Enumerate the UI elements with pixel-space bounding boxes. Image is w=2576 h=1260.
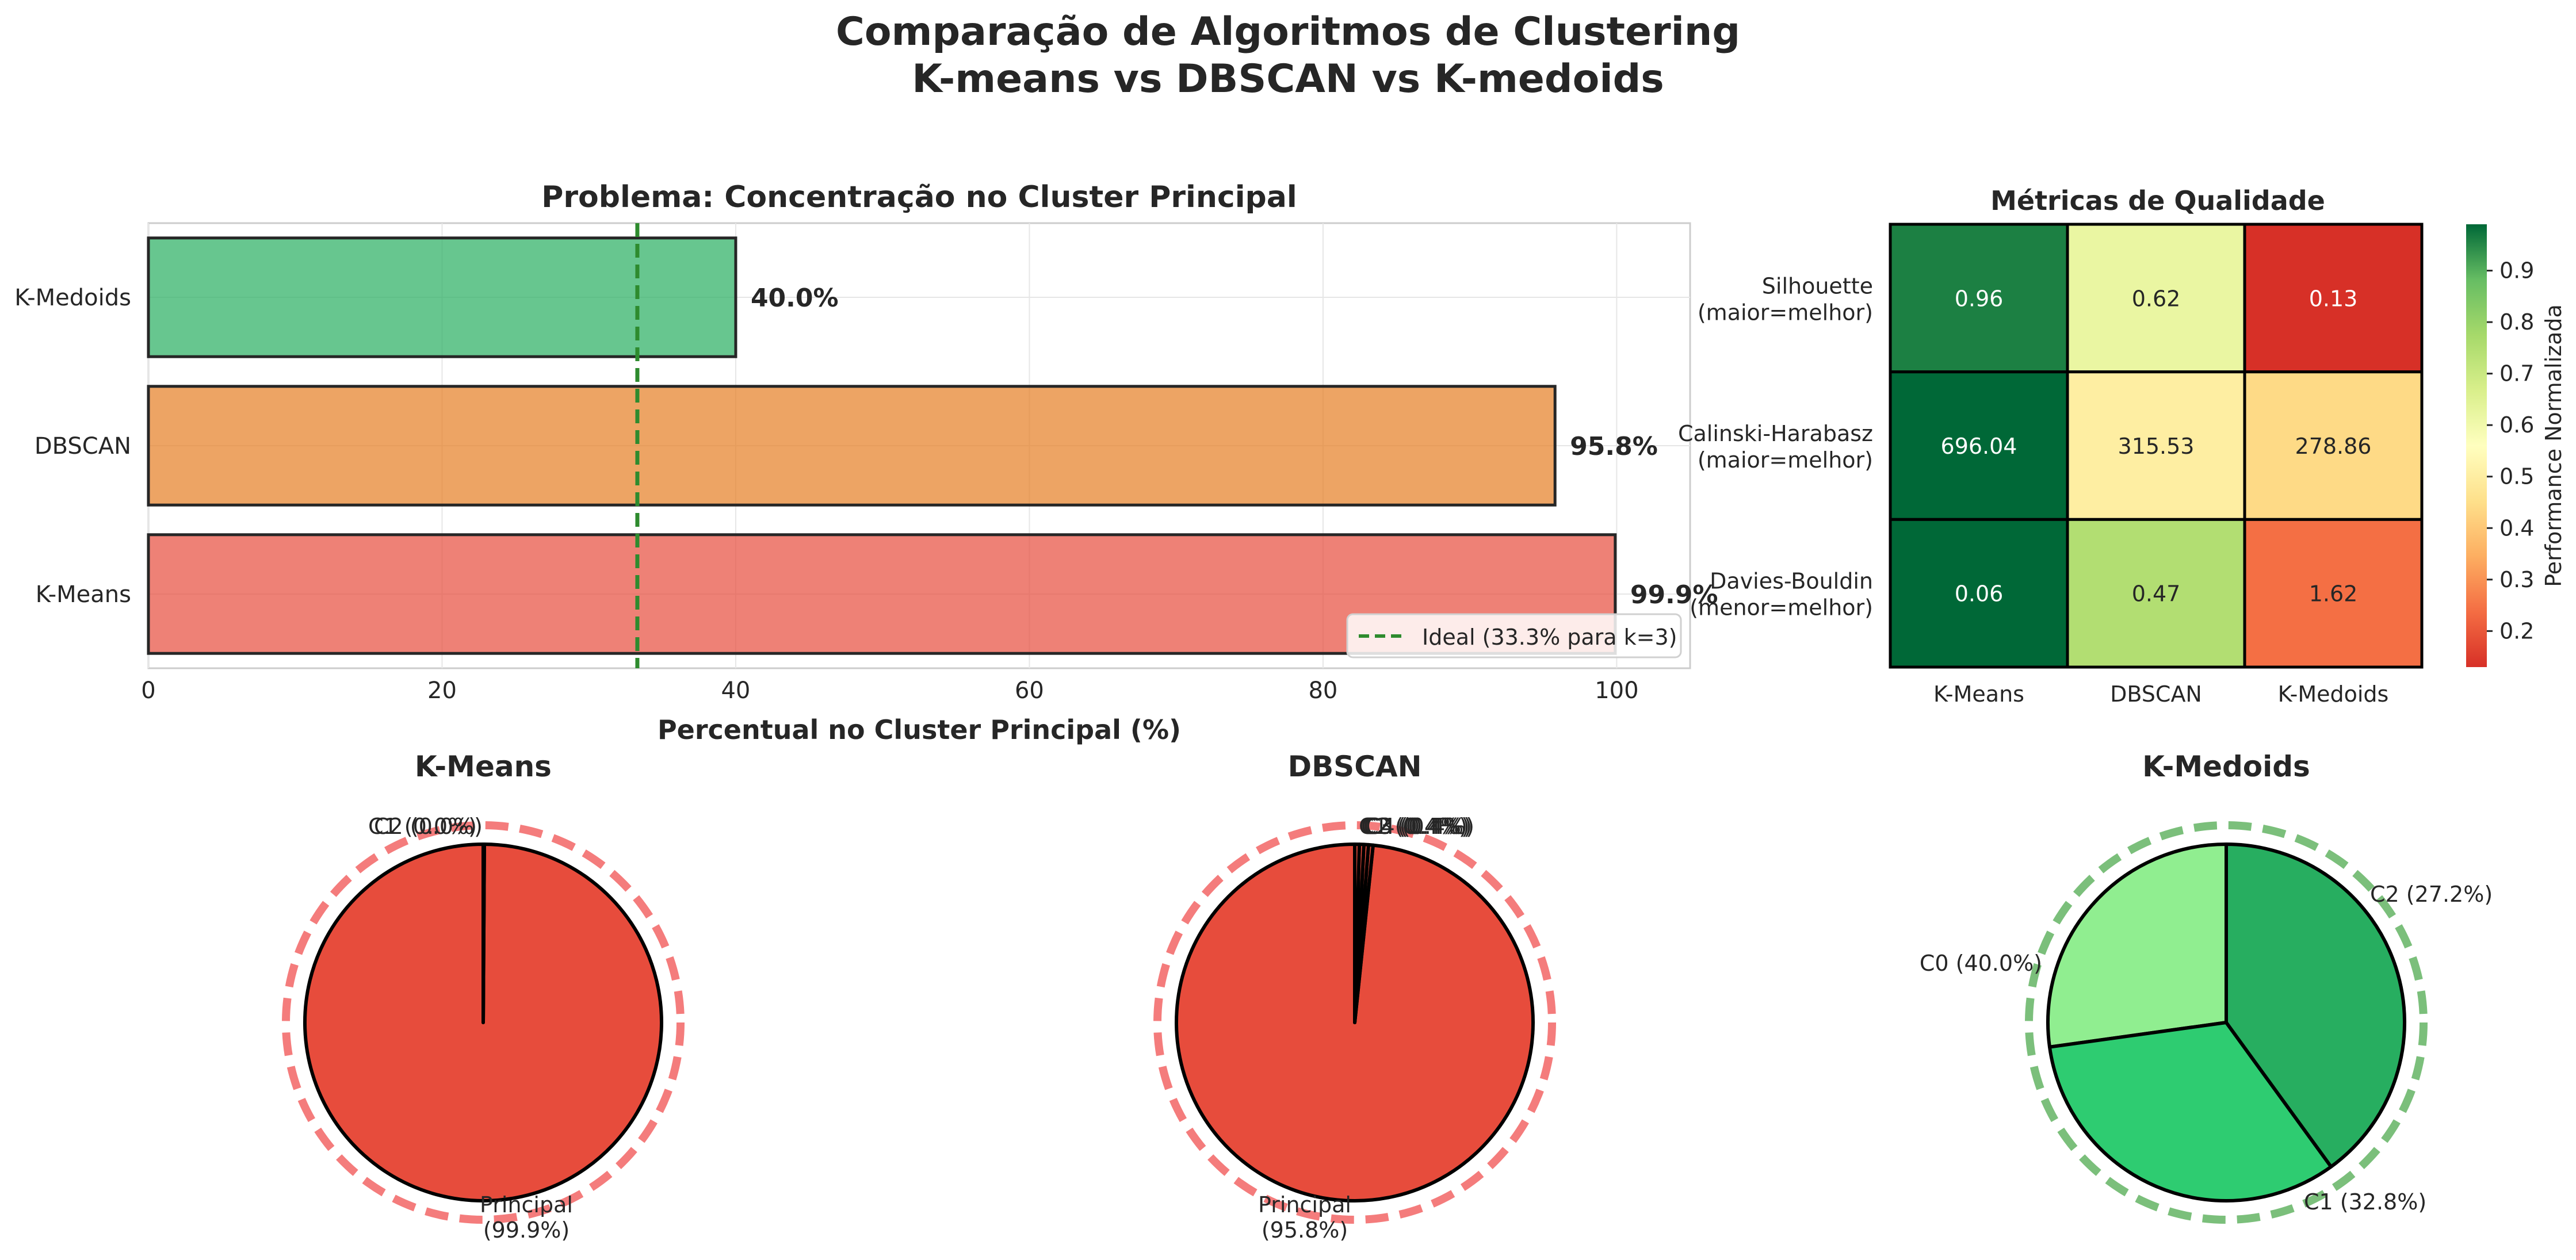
legend-box xyxy=(1346,613,1682,658)
bar-chart-panel: 99.9% 95.8% 40.0% 0 20 40 60 80 100 K-Means DBSCA… xyxy=(14,180,1718,745)
heatmap-cell-value: 0.96 xyxy=(1955,286,2004,311)
heatmap-cell xyxy=(2243,370,2424,521)
pie-slice-label: C1 (32.8%) xyxy=(2304,1189,2426,1215)
colorbar-tick-label: 0.7 xyxy=(2499,361,2534,386)
pie-kmedoids-title: K-Medoids xyxy=(2142,750,2310,783)
heatmap-cell xyxy=(2243,223,2424,374)
pie-slice xyxy=(481,842,486,1024)
pie-slice-label: C2 (27.2%) xyxy=(2370,882,2493,907)
bar-chart-legend: Ideal (33.3% para k=3) xyxy=(1346,613,1682,658)
heatmap-col-label: K-Means xyxy=(1933,681,2024,707)
pie-slice-label: Principal xyxy=(480,1192,573,1217)
colorbar-label: Performance Normalizada xyxy=(2541,304,2566,587)
heatmap-cell-value: 696.04 xyxy=(1941,434,2017,459)
x-tick-label: 100 xyxy=(1595,677,1638,704)
pie-slice-label: C1 (0.0%) xyxy=(368,814,477,839)
pie-slice-label: C1 (0.4%) xyxy=(1359,814,1467,839)
heatmap-cell xyxy=(1889,518,2069,669)
heatmap-title: Métricas de Qualidade xyxy=(1990,185,2325,216)
heatmap-cells: 0.96 0.62 0.13 696.04 315.53 278.86 0.06 0.47 1.… xyxy=(1889,223,2424,669)
x-tick-label: 40 xyxy=(721,677,750,704)
pie-slice-label: C4 (0.4%) xyxy=(1366,814,1474,839)
bar-value-label: 40.0% xyxy=(751,284,839,313)
x-tick-label: 60 xyxy=(1015,677,1044,704)
heatmap-cell xyxy=(2066,370,2246,521)
pie-slice xyxy=(2046,842,2228,1049)
pie-slice-label: C0 (40.0%) xyxy=(1920,951,2042,976)
bar-chart-title: Problema: Concentração no Cluster Princi… xyxy=(541,180,1297,215)
heatmap-row-label: Silhouette xyxy=(1762,273,1873,298)
pie-dbscan-panel: DBSCAN Principal(95.8%) C1 (0.4%)C2 (0.4%… xyxy=(1153,750,1556,1243)
colorbar-tick-label: 0.4 xyxy=(2499,515,2534,541)
colorbar-ticks: 0.2 0.3 0.4 0.5 0.6 0.7 0.8 0.9 xyxy=(2487,258,2534,644)
heatmap-row-label: Davies-Bouldin xyxy=(1710,569,1873,594)
y-tick-label: DBSCAN xyxy=(35,433,131,459)
bar-dbscan xyxy=(147,385,1557,507)
pie-kmeans-panel: K-Means Principal(99.9%) C1 (0.0%)C2 (0.0… xyxy=(282,750,685,1243)
bar-chart-xlabel: Percentual no Cluster Principal (%) xyxy=(658,714,1181,745)
pie-dbscan-title: DBSCAN xyxy=(1288,750,1422,783)
pie-slice-label: Principal xyxy=(1258,1192,1351,1217)
pie-slice xyxy=(2225,842,2406,1169)
x-tick-label: 20 xyxy=(427,677,457,704)
heatmap-cell-value: 0.06 xyxy=(1955,581,2004,607)
heatmap-cell-value: 0.47 xyxy=(2132,581,2181,607)
heatmap-panel: Métricas de Qualidade 0.96 0.62 0.13 696.04… xyxy=(1678,185,2566,707)
bar-k-medoids xyxy=(147,236,737,358)
y-tick-label: K-Medoids xyxy=(14,285,131,311)
bar-chart-ticks: 0 20 40 60 80 100 K-Means DBSCAN K-Medoids xyxy=(14,285,1638,704)
x-tick-label: 80 xyxy=(1308,677,1337,704)
pie-kmeans-title: K-Means xyxy=(415,750,552,783)
heatmap-row-label: (maior=melhor) xyxy=(1698,300,1873,325)
pie-slice-label: (99.9%) xyxy=(483,1217,570,1243)
pie-slice xyxy=(1353,842,1361,1024)
figure-title-line1: Comparação de Algoritmos de Clustering xyxy=(836,9,1740,55)
heatmap-col-label: DBSCAN xyxy=(2110,681,2202,707)
pie-slice-label: (95.8%) xyxy=(1262,1217,1348,1243)
heatmap-cell xyxy=(2066,518,2246,669)
bar-value-label: 95.8% xyxy=(1570,432,1658,461)
figure-title-line2: K-means vs DBSCAN vs K-medoids xyxy=(912,56,1664,102)
colorbar-tick-label: 0.3 xyxy=(2499,567,2534,592)
legend-ideal-label: Ideal (33.3% para k=3) xyxy=(1422,625,1677,650)
heatmap-row-label: Calinski-Harabasz xyxy=(1678,421,1873,446)
colorbar-tick-label: 0.6 xyxy=(2499,412,2534,438)
pie-slice xyxy=(2047,1021,2333,1202)
colorbar-tick-label: 0.8 xyxy=(2499,309,2534,335)
heatmap-row-label: (menor=melhor) xyxy=(1690,595,1873,621)
colorbar-tick-label: 0.2 xyxy=(2499,618,2534,644)
heatmap-cell-value: 1.62 xyxy=(2309,581,2358,607)
pie-slice-label: C2 (0.0%) xyxy=(374,814,483,839)
pie-kmedoids-panel: K-Medoids C2 (27.2%) C1 (32.8%) C0 (40.0%) xyxy=(1920,750,2493,1224)
colorbar xyxy=(2466,224,2487,667)
heatmap-row-label: (maior=melhor) xyxy=(1698,447,1873,473)
colorbar-tick-label: 0.5 xyxy=(2499,464,2534,489)
pie-highlight-ring xyxy=(282,821,685,1224)
pie-highlight-ring xyxy=(1153,821,1556,1224)
y-tick-label: K-Means xyxy=(36,581,131,608)
heatmap-labels: Silhouette(maior=melhor)Calinski-Harabas… xyxy=(1678,273,2388,707)
heatmap-cell-value: 278.86 xyxy=(2295,434,2372,459)
heatmap-cell xyxy=(2243,518,2424,669)
heatmap-cell-value: 0.62 xyxy=(2132,286,2181,311)
bar-value-label: 99.9% xyxy=(1630,580,1718,610)
pie-slice-label: C2 (0.4%) xyxy=(1361,814,1470,839)
x-tick-label: 0 xyxy=(141,677,155,704)
bar-chart-bars: 99.9% 95.8% 40.0% xyxy=(147,223,1718,668)
heatmap-col-label: K-Medoids xyxy=(2278,681,2389,707)
heatmap-cell-value: 315.53 xyxy=(2118,434,2195,459)
heatmap-cell-value: 0.13 xyxy=(2309,286,2358,311)
pie-highlight-ring xyxy=(2025,821,2428,1224)
pie-slice-label: C3 (0.4%) xyxy=(1363,814,1472,839)
colorbar-tick-label: 0.9 xyxy=(2499,258,2534,284)
